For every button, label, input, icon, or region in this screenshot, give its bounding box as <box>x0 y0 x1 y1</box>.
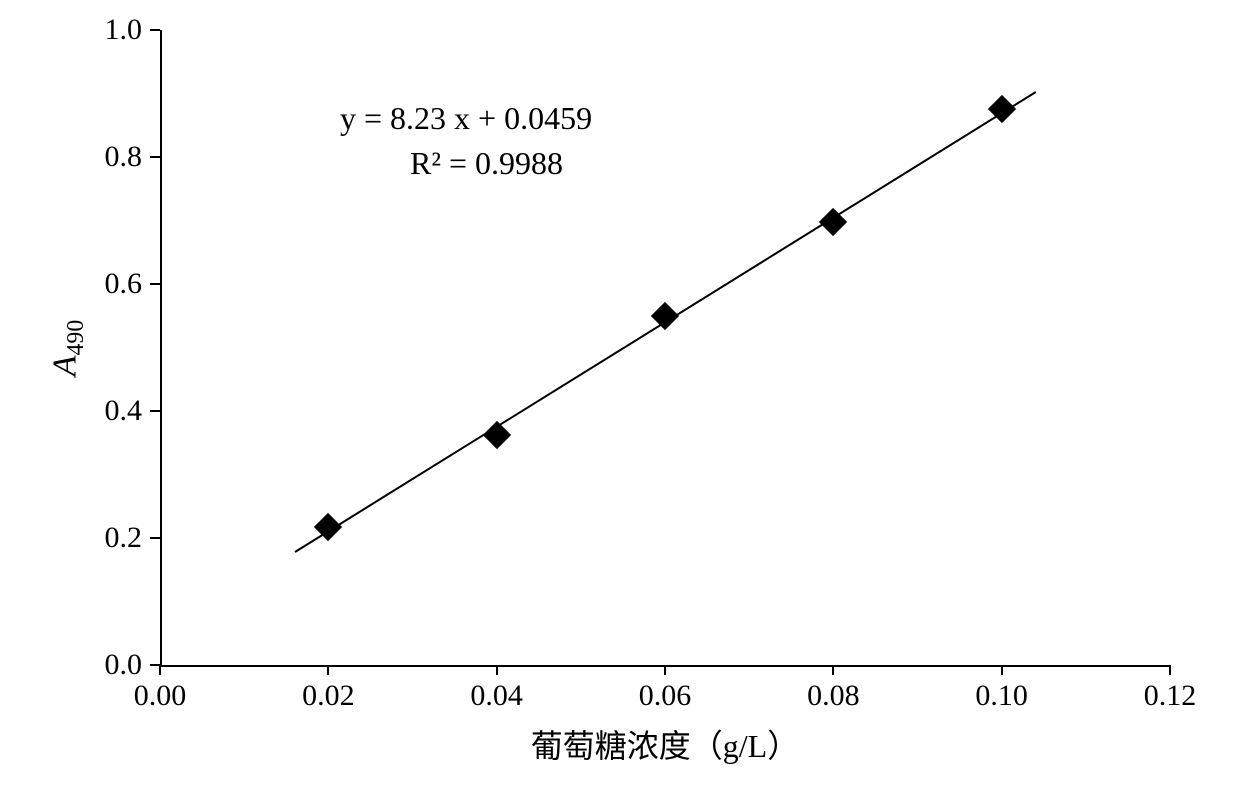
plot-area <box>160 30 1170 665</box>
y-title-symbol: A <box>46 355 83 376</box>
y-tick-label: 0.8 <box>105 140 143 174</box>
x-tick <box>159 665 161 675</box>
y-tick <box>150 537 160 539</box>
r2-annotation: R² = 0.9988 <box>410 145 563 182</box>
x-tick <box>832 665 834 675</box>
x-tick <box>327 665 329 675</box>
x-tick <box>664 665 666 675</box>
x-tick <box>1001 665 1003 675</box>
y-tick-label: 0.4 <box>105 394 143 428</box>
y-title-subscript: 490 <box>63 319 89 355</box>
calibration-chart: 0.00 0.02 0.04 0.06 0.08 0.10 0.12 0.0 0.2 0.4 0.… <box>0 0 1240 805</box>
x-tick-label: 0.00 <box>134 679 187 713</box>
y-tick-label: 0.2 <box>105 521 143 555</box>
y-tick <box>150 410 160 412</box>
x-tick-label: 0.12 <box>1144 679 1197 713</box>
x-tick <box>1169 665 1171 675</box>
y-tick-label: 1.0 <box>105 13 143 47</box>
equation-annotation: y = 8.23 x + 0.0459 <box>340 100 592 137</box>
y-tick <box>150 29 160 31</box>
y-axis-line <box>160 30 162 667</box>
x-tick-label: 0.06 <box>639 679 692 713</box>
x-tick-label: 0.02 <box>302 679 355 713</box>
x-tick-label: 0.04 <box>470 679 523 713</box>
y-tick <box>150 283 160 285</box>
x-tick <box>496 665 498 675</box>
y-tick-label: 0.0 <box>105 648 143 682</box>
x-axis-title: 葡萄糖浓度（g/L） <box>531 721 799 767</box>
x-tick-label: 0.08 <box>807 679 860 713</box>
y-tick <box>150 156 160 158</box>
x-tick-label: 0.10 <box>975 679 1028 713</box>
y-axis-title: A490 <box>46 319 90 375</box>
y-tick-label: 0.6 <box>105 267 143 301</box>
y-tick <box>150 664 160 666</box>
